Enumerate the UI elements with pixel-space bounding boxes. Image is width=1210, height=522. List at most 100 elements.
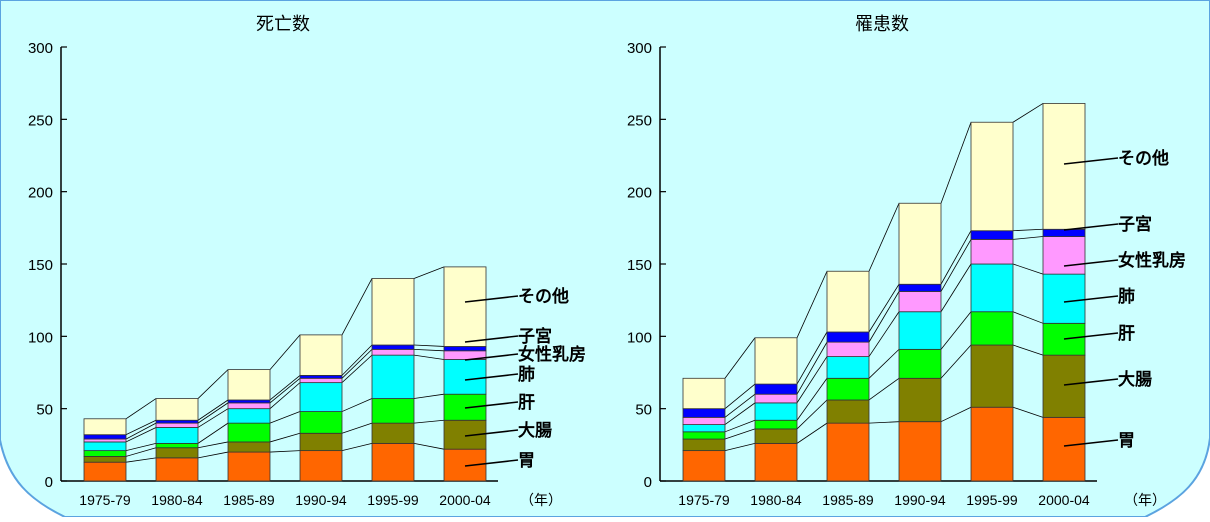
- bar-segment-other: [83, 418, 127, 436]
- bar-segment-breast: [970, 239, 1014, 265]
- chart-title: 罹患数: [855, 14, 909, 34]
- bar-segment-uterus: [83, 434, 127, 440]
- bar-segment-lung: [155, 427, 199, 444]
- y-tick-label: 300: [627, 40, 652, 57]
- y-tick-label: 0: [45, 474, 53, 491]
- connector-line-lung: [868, 311, 900, 357]
- x-unit-label: （年）: [520, 492, 562, 508]
- legend-label-liver: 肝: [518, 393, 535, 412]
- connector-line-lung: [197, 408, 229, 428]
- bar-segment-lung: [1042, 273, 1086, 324]
- connector-line-colon: [269, 432, 301, 443]
- connector-line-colon: [724, 428, 756, 440]
- connector-line-colon: [413, 419, 445, 424]
- x-tick-label: 2000-04: [1038, 492, 1090, 508]
- connector-line-liver: [940, 311, 972, 350]
- connector-line-lung: [1012, 263, 1044, 275]
- connector-line-uterus: [1012, 228, 1044, 232]
- connector-line-liver: [269, 411, 301, 424]
- bar-segment-uterus: [682, 408, 726, 418]
- connector-line-liver: [341, 398, 373, 412]
- bar-segment-liver: [898, 348, 942, 379]
- bar-segment-lung: [299, 382, 343, 412]
- bar-segment-uterus: [1042, 228, 1086, 237]
- bar-segment-colon: [754, 428, 798, 444]
- connector-line-colon: [341, 422, 373, 434]
- bar-segment-stomach: [371, 442, 415, 482]
- x-tick-label: 1995-99: [367, 492, 419, 508]
- connector-line-liver: [125, 442, 157, 452]
- connector-line-lung: [413, 354, 445, 360]
- bar-segment-uterus: [826, 331, 870, 343]
- connector-line-colon: [940, 344, 972, 379]
- connector-line-other: [341, 278, 373, 336]
- x-tick-label: 1995-99: [966, 492, 1018, 508]
- x-tick-label: 1980-84: [750, 492, 802, 508]
- legend-label-other: その他: [518, 286, 569, 306]
- bar-segment-other: [970, 121, 1014, 232]
- bar-segment-other: [898, 202, 942, 285]
- connector-line-other: [868, 203, 900, 272]
- connector-line-stomach: [197, 451, 229, 459]
- bar-segment-colon: [83, 456, 127, 463]
- bar-segment-uterus: [299, 374, 343, 379]
- connector-line-stomach: [1012, 406, 1044, 418]
- connector-line-breast: [269, 377, 301, 404]
- bar-segment-breast: [155, 422, 199, 428]
- bar-segment-lung: [826, 356, 870, 379]
- connector-line-uterus: [413, 344, 445, 347]
- x-tick-label: 1975-79: [79, 492, 131, 508]
- connector-line-colon: [868, 377, 900, 401]
- y-tick-label: 0: [644, 474, 652, 491]
- connector-line-liver: [796, 378, 828, 421]
- connector-line-stomach: [269, 450, 301, 453]
- legend-label-other: その他: [1118, 148, 1169, 168]
- connector-line-liver: [1012, 311, 1044, 324]
- x-tick-label: 2000-04: [439, 492, 491, 508]
- y-tick-label: 150: [627, 257, 652, 274]
- connector-line-other: [1012, 103, 1044, 123]
- bar-segment-other: [682, 377, 726, 410]
- connector-line-colon: [796, 399, 828, 430]
- x-tick-label: 1990-94: [894, 492, 946, 508]
- connector-line-lung: [341, 354, 373, 383]
- bar-segment-stomach: [83, 461, 127, 482]
- bar-segment-liver: [83, 450, 127, 457]
- bar-segment-lung: [970, 263, 1014, 313]
- bar-segment-liver: [826, 377, 870, 401]
- connector-line-stomach: [413, 442, 445, 450]
- bar-segment-colon: [227, 441, 271, 453]
- bar-segment-other: [754, 337, 798, 385]
- connector-line-other: [796, 271, 828, 338]
- connector-line-stomach: [341, 442, 373, 452]
- bar-segment-lung: [227, 408, 271, 424]
- connector-line-other: [197, 369, 229, 399]
- bar-segment-lung: [754, 402, 798, 421]
- bar-segment-other: [1042, 103, 1086, 230]
- legend-leader-colon: [1063, 378, 1119, 386]
- legend-label-stomach: 胃: [518, 451, 535, 470]
- connector-line-colon: [197, 441, 229, 449]
- y-tick-label: 250: [627, 112, 652, 129]
- legend-leader-stomach: [1063, 439, 1119, 447]
- mortality-chart: 死亡数 0 50 100 150 200 250 300 1975-79 1980-84 1985-…: [28, 14, 586, 508]
- bar-segment-colon: [970, 344, 1014, 408]
- y-tick-label: 200: [627, 185, 652, 202]
- bar-segment-uterus: [754, 383, 798, 395]
- connector-line-colon: [125, 447, 157, 457]
- legend-leader-lung: [464, 373, 519, 381]
- bar-segment-lung: [898, 311, 942, 350]
- connector-line-breast: [724, 393, 756, 418]
- connector-line-uterus: [940, 230, 972, 285]
- bar-segment-uterus: [443, 346, 487, 352]
- connector-line-lung: [269, 382, 301, 409]
- y-tick-label: 50: [635, 402, 652, 419]
- legend-label-breast: 女性乳房: [1118, 250, 1186, 270]
- connector-line-liver: [197, 422, 229, 444]
- bar-segment-breast: [898, 291, 942, 313]
- legend-leader-colon: [464, 429, 519, 437]
- connector-line-uterus: [197, 399, 229, 421]
- y-tick-label: 50: [36, 402, 53, 419]
- connector-line-uterus: [724, 383, 756, 409]
